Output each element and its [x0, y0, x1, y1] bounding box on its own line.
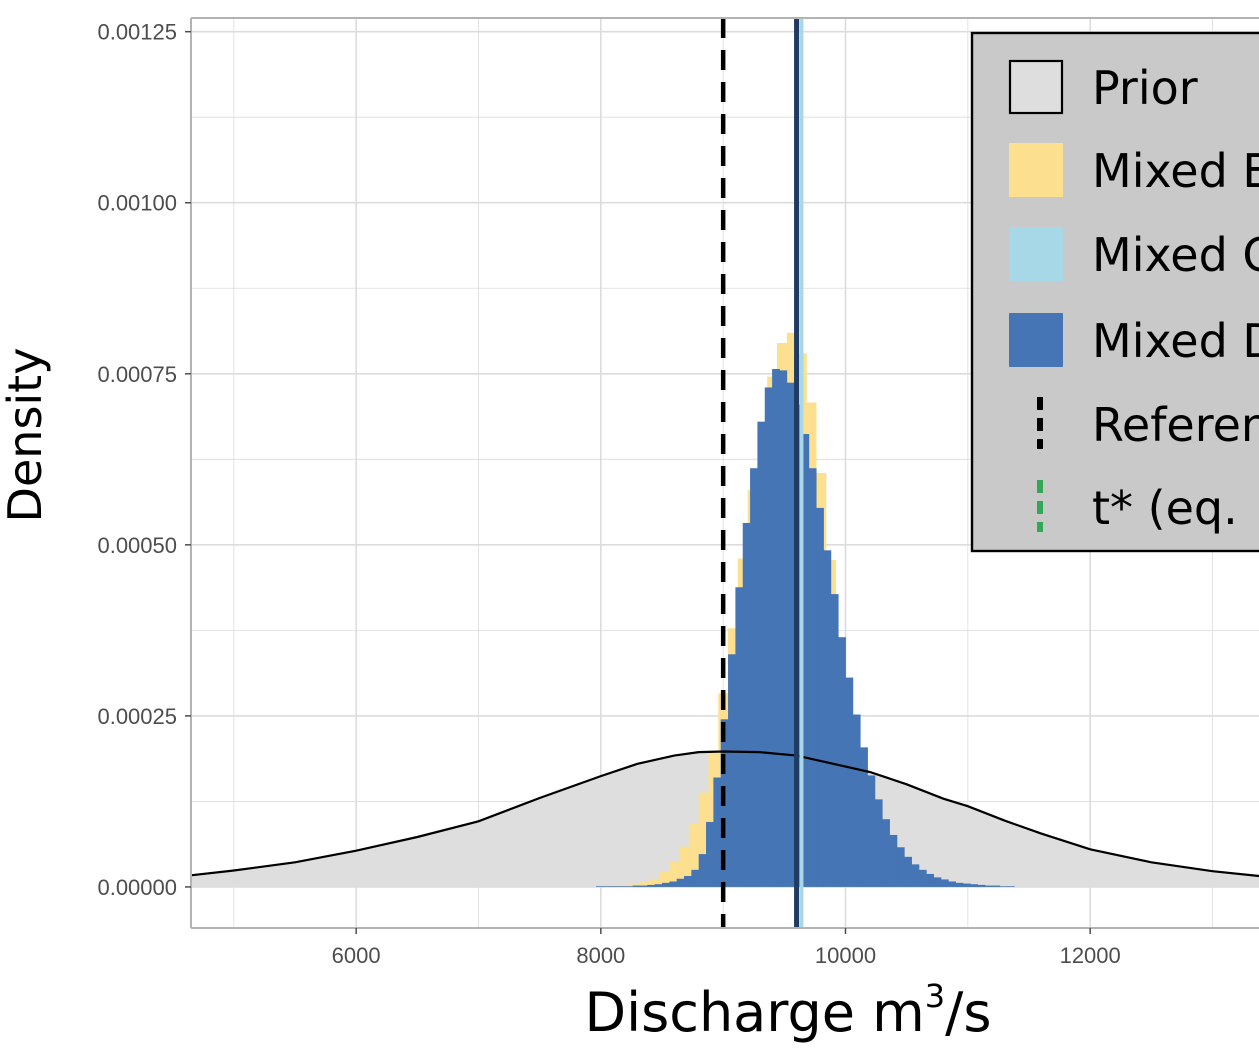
mixed-d-bar: [911, 864, 920, 887]
mixed-d-bar: [933, 877, 942, 887]
x-axis-title: Discharge m3/s: [585, 977, 992, 1044]
mixed-d-bar: [896, 847, 905, 887]
mixed-b-bar: [669, 861, 680, 887]
y-tick-label: 0.00075: [97, 362, 177, 387]
mixed-d-bar: [632, 885, 641, 887]
legend-label: Mixed D: [1092, 314, 1259, 368]
legend-key-mixed-d: [1009, 313, 1063, 367]
mixed-d-bar: [713, 777, 722, 887]
mixed-b-bar: [688, 824, 700, 887]
y-tick-label: 0.00025: [97, 704, 177, 729]
mixed-d-bar: [706, 821, 714, 887]
mixed-d-bar: [779, 370, 788, 887]
x-axis-title-tail: /s: [945, 981, 991, 1044]
mixed-d-bar: [852, 714, 861, 887]
mixed-d-bar: [698, 854, 707, 887]
mixed-d-bar: [772, 369, 780, 887]
mixed-d-bar: [1006, 886, 1015, 887]
mixed-d-bar: [904, 856, 912, 887]
mixed-d-bar: [999, 886, 1008, 887]
x-axis-title-superscript: 3: [925, 977, 945, 1015]
mixed-d-bar: [940, 879, 949, 887]
mixed-d-bar: [595, 886, 604, 887]
x-tick-label: 8000: [576, 943, 625, 968]
y-tick-label: 0.00125: [97, 20, 177, 45]
mixed-d-bar: [764, 387, 773, 887]
mixed-d-bar: [918, 869, 927, 887]
mixed-b-bar: [649, 878, 660, 887]
y-tick-label: 0.00050: [97, 533, 177, 558]
mixed-d-bar: [948, 881, 957, 887]
mixed-d-bar: [882, 819, 890, 887]
legend-key-mixed-b: [1009, 143, 1063, 197]
mixed-d-bar: [962, 883, 971, 887]
mixed-d-bar: [801, 434, 810, 887]
y-axis-title: Density: [0, 348, 52, 523]
mixed-d-bar: [661, 882, 670, 887]
legend: Prior Mixed E Mixed C Mixed D Referen t* (eq.: [970, 31, 1259, 553]
mixed-d-bar: [617, 886, 626, 887]
mixed-d-bar: [647, 884, 656, 887]
legend-label: Mixed C: [1092, 228, 1259, 282]
prior-line: [190, 750, 1259, 878]
x-axis-title-base: Discharge m: [585, 981, 925, 1044]
mixed-d-bar: [992, 885, 1001, 887]
x-tick-label: 6000: [332, 943, 381, 968]
mixed-b-bar: [620, 884, 631, 887]
mixed-d-bar: [867, 775, 876, 887]
mixed-d-bar: [984, 885, 993, 887]
legend-key-prior: [1008, 59, 1064, 115]
mixed-d-bar: [676, 878, 685, 887]
legend-label: t* (eq.: [1092, 481, 1238, 535]
x-tick-label: 12000: [1060, 943, 1121, 968]
mixed-d-bar: [816, 507, 824, 887]
legend-label: Mixed E: [1092, 144, 1259, 198]
mixed-d-bar: [728, 654, 736, 887]
mixed-d-bar: [669, 881, 678, 887]
mixed-d-bar: [603, 886, 612, 887]
mixed-d-bar: [735, 587, 744, 887]
mixed-d-bar: [845, 677, 854, 887]
mixed-b-bar: [679, 846, 690, 887]
legend-key-mixed-c: [1009, 227, 1063, 281]
x-tick-label: 10000: [815, 943, 876, 968]
mixed-b-bar: [639, 882, 651, 887]
mixed-d-bar: [955, 882, 964, 887]
mixed-d-bar: [889, 834, 898, 887]
mixed-d-bar: [654, 884, 663, 887]
mixed-d-bar: [860, 747, 868, 887]
mixed-b-bar: [698, 792, 709, 887]
y-tick-label: 0.00100: [97, 191, 177, 216]
mixed-d-bar: [926, 873, 934, 887]
legend-label: Referen: [1092, 398, 1259, 452]
legend-box: [970, 31, 1259, 553]
mixed-d-bar: [786, 382, 795, 887]
mixed-b-bar: [659, 871, 670, 887]
mixed-d-bar: [977, 884, 986, 887]
mixed-b-bar: [610, 885, 621, 887]
panel-border: [190, 17, 1259, 929]
mixed-d-bar: [742, 522, 751, 887]
mixed-d-bar: [625, 886, 634, 887]
axis-ticks: 0.00000 0.00025 0.00050 0.00075 0.00100 0.001…: [97, 20, 1120, 968]
mixed-d-bar: [639, 885, 648, 887]
mixed-d-bar: [823, 550, 832, 887]
mixed-d-bar: [757, 421, 766, 887]
mixed-d-bar: [830, 594, 839, 887]
mixed-d-bar: [808, 468, 817, 887]
mixed-d-bar: [691, 869, 700, 887]
mixed-d-bar: [610, 886, 619, 887]
vertical-reference-lines: [720, 18, 804, 928]
mixed-d-bar: [874, 799, 883, 887]
mixed-d-bar: [970, 884, 979, 887]
mixed-d-bar: [838, 637, 846, 887]
y-tick-label: 0.00000: [97, 875, 177, 900]
prior-density-line: [190, 750, 1259, 878]
mixed-d-bar: [684, 876, 692, 887]
legend-label: Prior: [1092, 61, 1198, 115]
mixed-d-bar: [750, 468, 758, 887]
